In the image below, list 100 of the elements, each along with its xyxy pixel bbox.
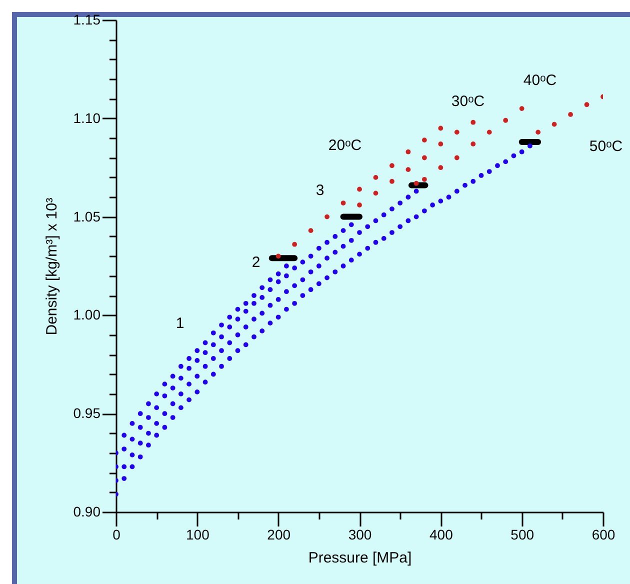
point bbox=[227, 314, 232, 320]
point bbox=[292, 300, 298, 306]
x-tick-label: 400 bbox=[429, 526, 454, 542]
point bbox=[414, 180, 419, 186]
point bbox=[227, 356, 232, 361]
point bbox=[348, 258, 354, 263]
annotation: 1 bbox=[176, 315, 184, 332]
y-tick-label: 1.00 bbox=[73, 306, 101, 323]
point bbox=[138, 411, 143, 416]
point bbox=[324, 240, 330, 245]
point bbox=[276, 279, 281, 284]
point bbox=[276, 314, 281, 320]
point bbox=[381, 236, 386, 241]
point bbox=[170, 386, 176, 390]
point bbox=[340, 200, 346, 206]
point bbox=[210, 372, 216, 377]
point bbox=[194, 358, 200, 363]
point bbox=[324, 256, 330, 261]
point bbox=[122, 446, 127, 452]
point bbox=[130, 420, 135, 426]
point bbox=[422, 138, 427, 142]
point bbox=[194, 390, 200, 394]
point bbox=[178, 364, 184, 369]
point bbox=[348, 222, 354, 228]
point bbox=[438, 126, 444, 131]
point bbox=[186, 382, 192, 387]
point bbox=[316, 264, 322, 268]
point bbox=[381, 212, 386, 218]
point bbox=[130, 452, 135, 458]
point bbox=[219, 322, 224, 328]
point bbox=[276, 297, 281, 302]
point bbox=[162, 411, 168, 416]
point bbox=[373, 240, 378, 245]
point bbox=[470, 120, 476, 125]
x-tick-label: 100 bbox=[186, 526, 210, 542]
point bbox=[390, 163, 394, 168]
point bbox=[357, 186, 362, 192]
point bbox=[332, 234, 338, 239]
point bbox=[219, 334, 224, 340]
point bbox=[243, 308, 248, 314]
point bbox=[268, 277, 273, 282]
point bbox=[308, 228, 314, 234]
point bbox=[162, 382, 168, 387]
point bbox=[252, 334, 256, 340]
point bbox=[406, 218, 411, 224]
point bbox=[536, 130, 541, 135]
annotation: 20ᵒC bbox=[328, 137, 362, 154]
point bbox=[340, 228, 346, 234]
point bbox=[284, 273, 289, 278]
point bbox=[146, 430, 151, 436]
point bbox=[186, 356, 192, 361]
point bbox=[373, 190, 378, 196]
point bbox=[390, 230, 394, 235]
point bbox=[154, 420, 160, 426]
point bbox=[373, 218, 378, 224]
point bbox=[568, 112, 573, 117]
point bbox=[178, 391, 184, 396]
point bbox=[178, 376, 184, 381]
point bbox=[519, 106, 524, 112]
point bbox=[478, 173, 484, 178]
point bbox=[348, 238, 354, 243]
point bbox=[186, 366, 192, 371]
point bbox=[146, 442, 151, 448]
annotation: 3 bbox=[316, 182, 324, 199]
point bbox=[146, 401, 151, 406]
point bbox=[186, 397, 192, 402]
point bbox=[414, 188, 419, 194]
point bbox=[398, 200, 403, 206]
y-tick-label: 0.90 bbox=[73, 504, 101, 520]
point bbox=[154, 391, 160, 396]
point bbox=[438, 198, 444, 204]
point bbox=[528, 144, 532, 148]
point bbox=[284, 264, 289, 268]
x-tick-label: 600 bbox=[592, 526, 616, 542]
point bbox=[584, 102, 590, 108]
point bbox=[276, 254, 281, 259]
annotation: 40ᵒC bbox=[523, 72, 557, 89]
point bbox=[300, 293, 306, 298]
point bbox=[284, 289, 289, 294]
point bbox=[260, 285, 265, 290]
point bbox=[390, 178, 394, 184]
point bbox=[210, 330, 216, 336]
point bbox=[519, 149, 524, 154]
point bbox=[260, 295, 265, 300]
point bbox=[227, 324, 232, 330]
point bbox=[146, 415, 151, 420]
annotation: 2 bbox=[252, 254, 260, 271]
point bbox=[308, 287, 314, 292]
point bbox=[316, 246, 322, 251]
point bbox=[202, 350, 208, 356]
point bbox=[406, 194, 411, 200]
point bbox=[235, 316, 240, 322]
point bbox=[300, 277, 306, 282]
x-axis-title: Pressure [MPa] bbox=[308, 550, 412, 566]
point bbox=[252, 316, 256, 322]
point bbox=[357, 202, 362, 208]
point bbox=[422, 176, 427, 182]
point bbox=[332, 269, 338, 274]
point bbox=[170, 401, 176, 406]
point bbox=[390, 206, 394, 212]
